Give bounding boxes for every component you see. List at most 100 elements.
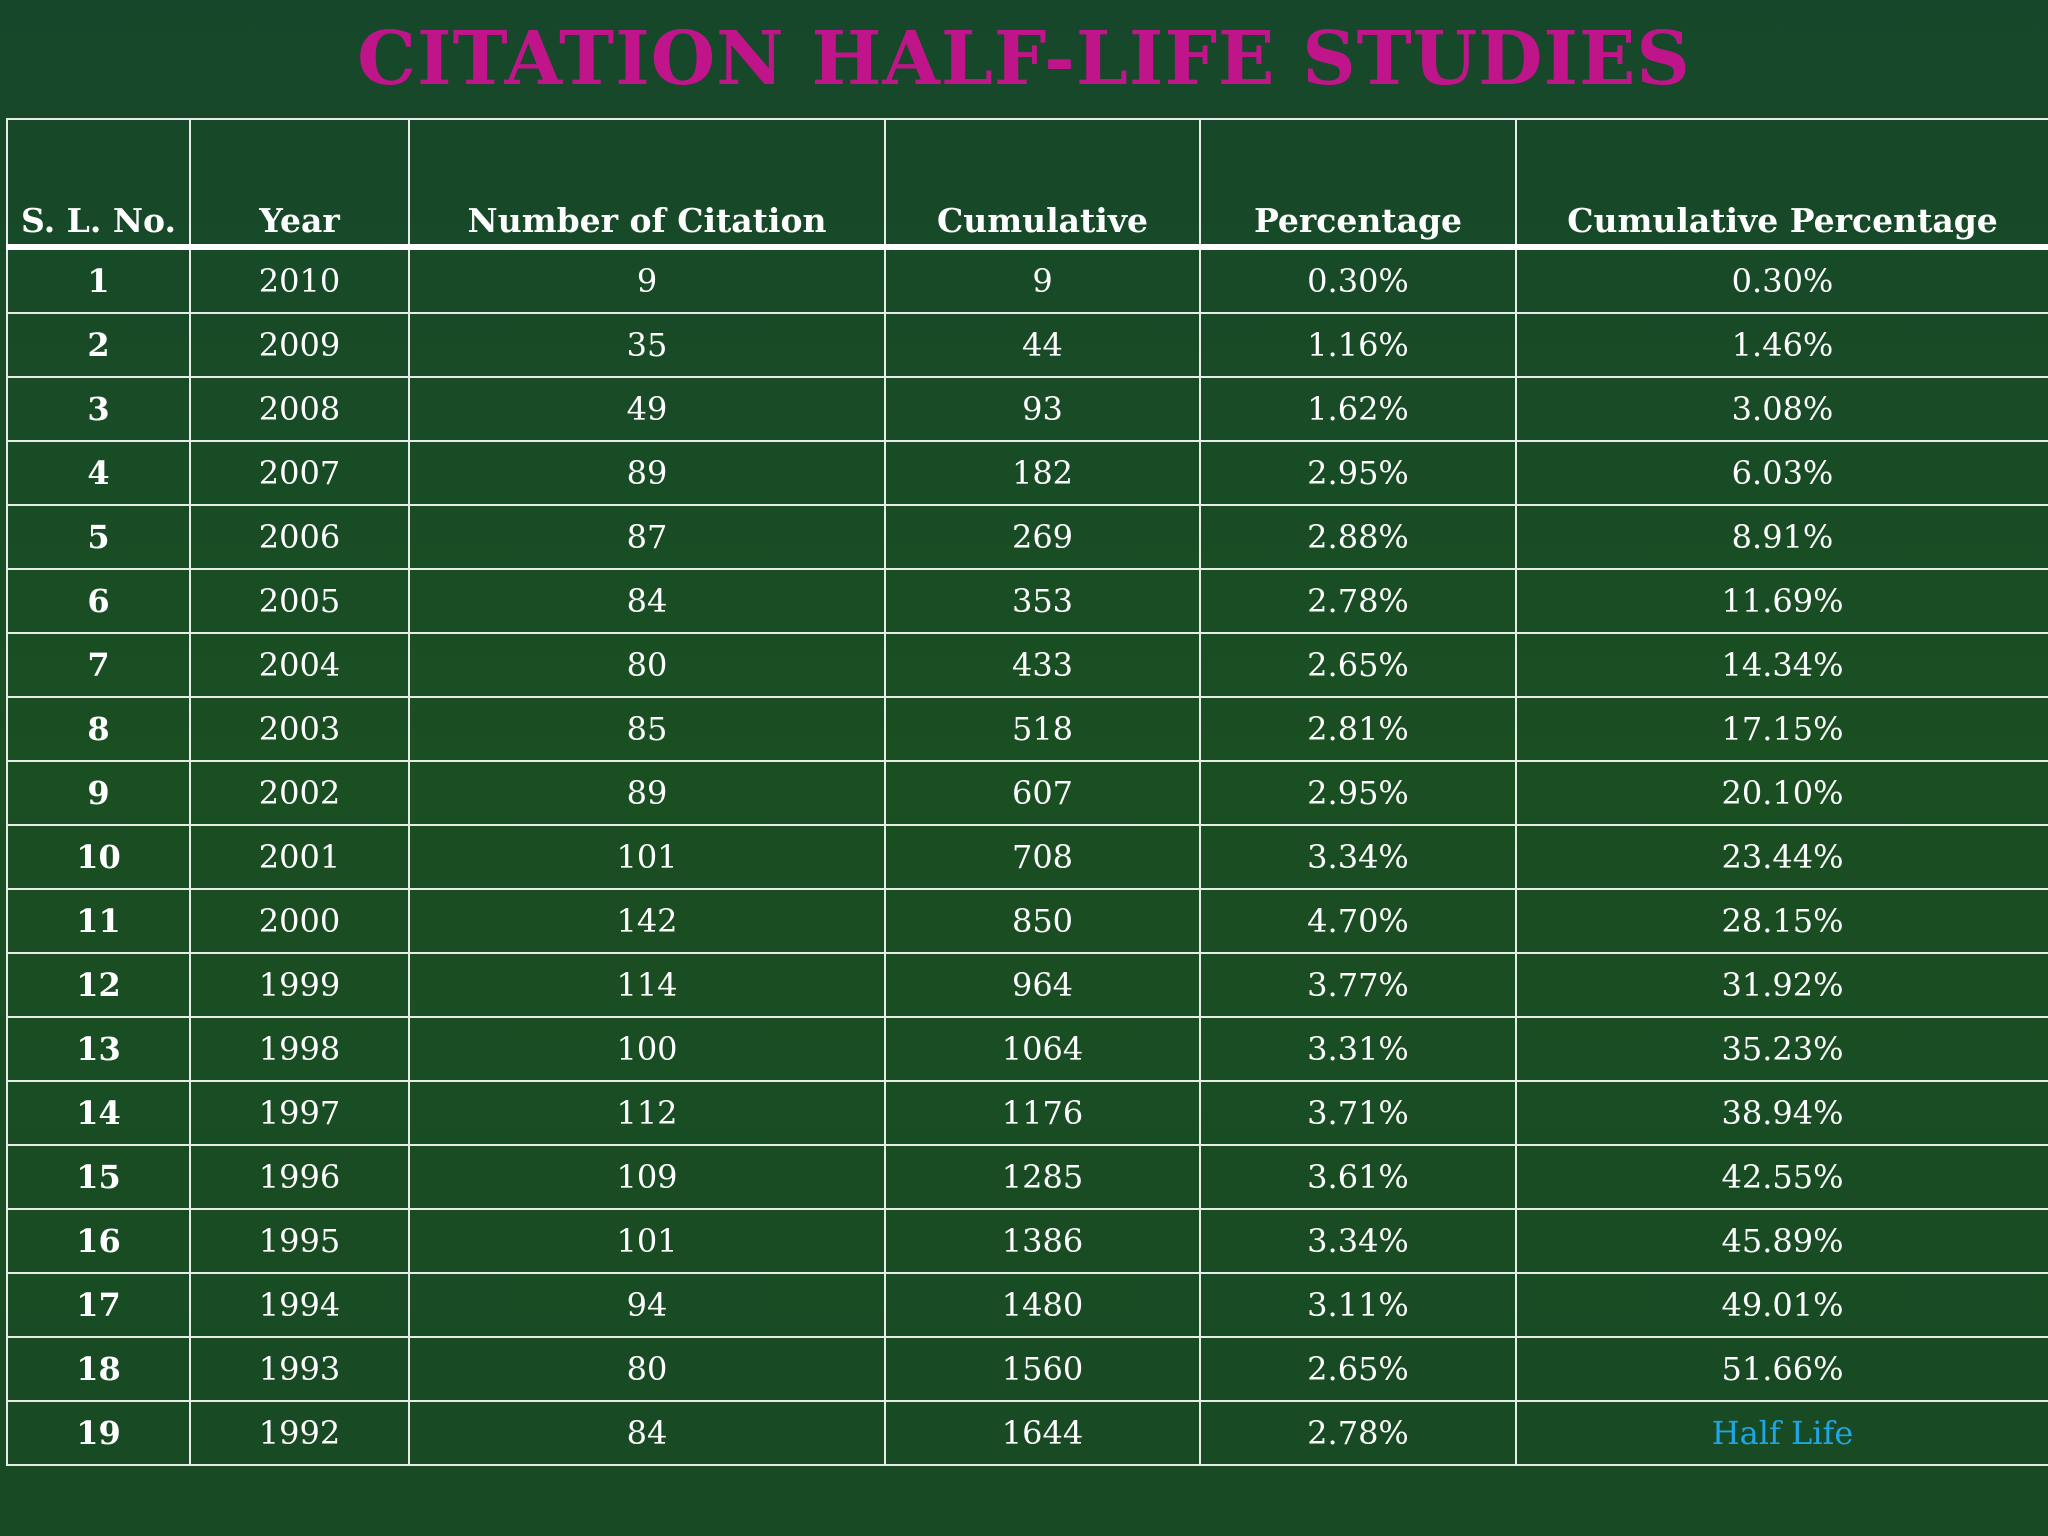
cell-number-of-citation: 35 (408, 312, 886, 378)
cell-year: 1996 (189, 1144, 410, 1210)
cell-cumulative: 1560 (884, 1336, 1201, 1402)
cell-cumulative: 182 (884, 440, 1201, 506)
cell-number-of-citation: 49 (408, 376, 886, 442)
cell-sl-no: 13 (6, 1016, 191, 1082)
cell-cumulative-percentage: 0.30% (1515, 246, 2048, 314)
table-header-row: S. L. No. Year Number of Citation Cumula… (6, 118, 2048, 250)
cell-year: 2000 (189, 888, 410, 954)
cell-number-of-citation: 80 (408, 632, 886, 698)
half-life-note: Half Life (1515, 1400, 2048, 1466)
cell-number-of-citation: 94 (408, 1272, 886, 1338)
cell-sl-no: 4 (6, 440, 191, 506)
table-row: 15 1996 109 1285 3.61% 42.55% (6, 1144, 2048, 1210)
cell-cumulative-percentage: 3.08% (1515, 376, 2048, 442)
cell-year: 1997 (189, 1080, 410, 1146)
cell-sl-no: 12 (6, 952, 191, 1018)
cell-cumulative: 1386 (884, 1208, 1201, 1274)
table-row: 19 1992 84 1644 2.78% Half Life (6, 1400, 2048, 1466)
cell-cumulative-percentage: 51.66% (1515, 1336, 2048, 1402)
cell-sl-no: 14 (6, 1080, 191, 1146)
cell-number-of-citation: 112 (408, 1080, 886, 1146)
cell-cumulative: 433 (884, 632, 1201, 698)
table-row: 16 1995 101 1386 3.34% 45.89% (6, 1208, 2048, 1274)
page-title: CITATION HALF-LIFE STUDIES (357, 16, 1691, 102)
cell-year: 1999 (189, 952, 410, 1018)
cell-year: 2007 (189, 440, 410, 506)
cell-sl-no: 16 (6, 1208, 191, 1274)
cell-number-of-citation: 9 (408, 246, 886, 314)
cell-percentage: 3.77% (1199, 952, 1517, 1018)
cell-year: 2001 (189, 824, 410, 890)
cell-percentage: 2.88% (1199, 504, 1517, 570)
cell-number-of-citation: 109 (408, 1144, 886, 1210)
cell-sl-no: 1 (6, 246, 191, 314)
table-row: 14 1997 112 1176 3.71% 38.94% (6, 1080, 2048, 1146)
cell-year: 1994 (189, 1272, 410, 1338)
cell-number-of-citation: 89 (408, 440, 886, 506)
cell-cumulative-percentage: 20.10% (1515, 760, 2048, 826)
cell-year: 1992 (189, 1400, 410, 1466)
citation-table: S. L. No. Year Number of Citation Cumula… (6, 118, 2048, 1466)
table-row: 8 2003 85 518 2.81% 17.15% (6, 696, 2048, 762)
cell-number-of-citation: 80 (408, 1336, 886, 1402)
cell-percentage: 3.71% (1199, 1080, 1517, 1146)
cell-percentage: 0.30% (1199, 246, 1517, 314)
table-row: 2 2009 35 44 1.16% 1.46% (6, 312, 2048, 378)
cell-cumulative: 1644 (884, 1400, 1201, 1466)
table-row: 4 2007 89 182 2.95% 6.03% (6, 440, 2048, 506)
cell-sl-no: 10 (6, 824, 191, 890)
cell-cumulative-percentage: 38.94% (1515, 1080, 2048, 1146)
cell-cumulative: 607 (884, 760, 1201, 826)
cell-percentage: 2.78% (1199, 1400, 1517, 1466)
cell-cumulative: 1285 (884, 1144, 1201, 1210)
cell-percentage: 3.34% (1199, 824, 1517, 890)
cell-sl-no: 2 (6, 312, 191, 378)
cell-cumulative-percentage: 23.44% (1515, 824, 2048, 890)
cell-year: 1998 (189, 1016, 410, 1082)
cell-number-of-citation: 85 (408, 696, 886, 762)
table-row: 10 2001 101 708 3.34% 23.44% (6, 824, 2048, 890)
cell-year: 2005 (189, 568, 410, 634)
cell-cumulative: 269 (884, 504, 1201, 570)
cell-cumulative: 850 (884, 888, 1201, 954)
cell-number-of-citation: 101 (408, 1208, 886, 1274)
cell-percentage: 1.16% (1199, 312, 1517, 378)
cell-number-of-citation: 87 (408, 504, 886, 570)
cell-cumulative-percentage: 6.03% (1515, 440, 2048, 506)
column-header-sl-no: S. L. No. (6, 118, 191, 250)
cell-sl-no: 3 (6, 376, 191, 442)
cell-year: 2006 (189, 504, 410, 570)
cell-cumulative-percentage: 45.89% (1515, 1208, 2048, 1274)
table-row: 7 2004 80 433 2.65% 14.34% (6, 632, 2048, 698)
column-header-cumulative: Cumulative (884, 118, 1201, 250)
table-body: 1 2010 9 9 0.30% 0.30% 2 2009 35 44 1.16% 1.46% 3 200… (6, 246, 2048, 1466)
cell-year: 2008 (189, 376, 410, 442)
column-header-year: Year (189, 118, 410, 250)
cell-cumulative: 518 (884, 696, 1201, 762)
cell-cumulative: 1480 (884, 1272, 1201, 1338)
cell-cumulative-percentage: 49.01% (1515, 1272, 2048, 1338)
table-row: 18 1993 80 1560 2.65% 51.66% (6, 1336, 2048, 1402)
cell-number-of-citation: 114 (408, 952, 886, 1018)
cell-sl-no: 9 (6, 760, 191, 826)
cell-percentage: 3.61% (1199, 1144, 1517, 1210)
cell-cumulative-percentage: 8.91% (1515, 504, 2048, 570)
cell-percentage: 1.62% (1199, 376, 1517, 442)
cell-year: 2002 (189, 760, 410, 826)
cell-cumulative: 964 (884, 952, 1201, 1018)
cell-percentage: 3.11% (1199, 1272, 1517, 1338)
cell-number-of-citation: 84 (408, 1400, 886, 1466)
cell-cumulative: 708 (884, 824, 1201, 890)
column-header-percentage: Percentage (1199, 118, 1517, 250)
cell-cumulative-percentage: 42.55% (1515, 1144, 2048, 1210)
cell-percentage: 2.65% (1199, 632, 1517, 698)
cell-number-of-citation: 84 (408, 568, 886, 634)
cell-cumulative-percentage: 31.92% (1515, 952, 2048, 1018)
table-row: 3 2008 49 93 1.62% 3.08% (6, 376, 2048, 442)
table-row: 9 2002 89 607 2.95% 20.10% (6, 760, 2048, 826)
cell-sl-no: 8 (6, 696, 191, 762)
cell-cumulative: 353 (884, 568, 1201, 634)
cell-year: 2004 (189, 632, 410, 698)
cell-percentage: 4.70% (1199, 888, 1517, 954)
